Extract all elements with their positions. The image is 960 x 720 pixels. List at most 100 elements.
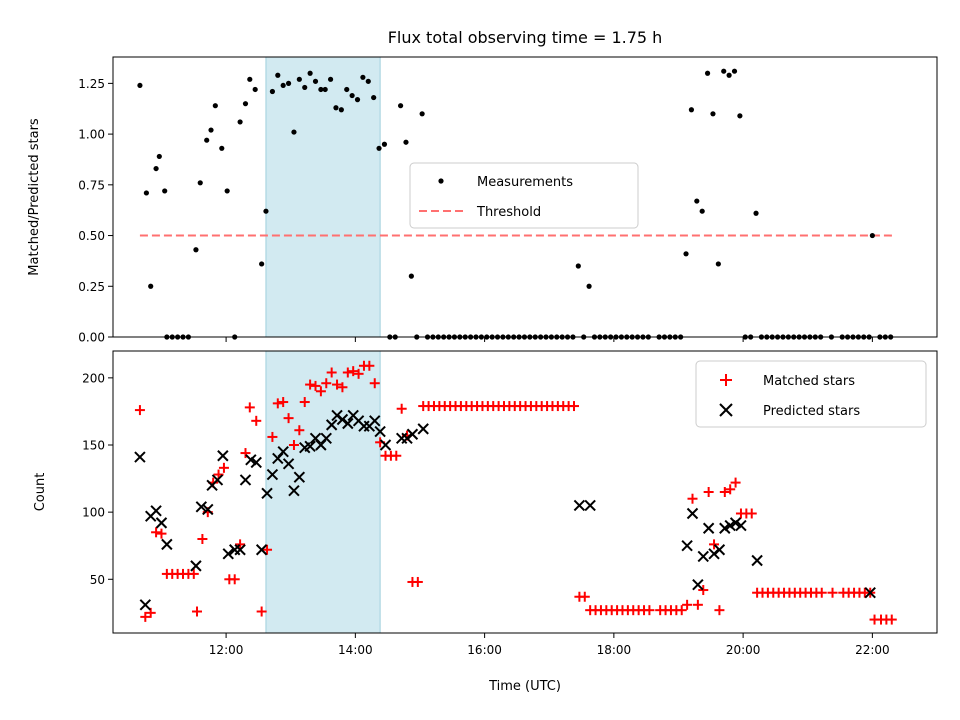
x-tick-label: 14:00 — [338, 643, 373, 657]
measurement-point — [275, 72, 281, 78]
matched-star-point — [218, 462, 229, 473]
bottom-legend: Matched stars Predicted stars — [695, 360, 927, 428]
predicted-star-point — [369, 415, 381, 427]
measurement-point — [259, 261, 265, 267]
predicted-marker-b — [304, 440, 316, 453]
measurement-point — [731, 68, 738, 74]
measurement-point — [156, 153, 162, 160]
legend-predicted-marker — [719, 403, 733, 417]
measurement-point — [710, 111, 716, 117]
predicted-marker-b — [309, 432, 322, 444]
predicted-marker-b — [155, 517, 168, 529]
predicted-marker-b — [293, 471, 306, 483]
chart-title: Flux total observing time = 1.75 h — [388, 28, 663, 47]
matched-star-point — [321, 378, 332, 389]
measurement-point — [381, 141, 388, 147]
predicted-star-point — [751, 554, 763, 567]
predicted-star-point — [374, 425, 386, 438]
legend-matched-label: Matched stars — [763, 374, 855, 389]
top-plot-frame — [112, 56, 938, 338]
predicted-star-point — [202, 503, 214, 516]
matched-star-point — [579, 591, 590, 602]
measurement-point — [208, 127, 214, 133]
measurement-point — [338, 107, 344, 113]
matched-star-point — [569, 401, 580, 412]
measurement-point — [302, 84, 308, 91]
predicted-star-point — [735, 519, 747, 532]
predicted-star-point — [379, 439, 392, 451]
predicted-marker-b — [751, 554, 763, 567]
top-panel: 0.00 0.25 0.50 0.75 1.00 1.25 Matched/Predict… — [27, 56, 938, 345]
predicted-marker-b — [239, 474, 252, 486]
measurement-point — [371, 94, 377, 101]
matched-star-point — [267, 431, 278, 442]
measurement-point — [296, 76, 302, 82]
predicted-marker-b — [735, 519, 747, 532]
measurement-point — [291, 129, 297, 135]
predicted-star-point — [155, 517, 168, 529]
predicted-marker-b — [320, 432, 332, 444]
predicted-star-point — [686, 507, 699, 520]
measurement-point — [376, 145, 382, 151]
predicted-star-point — [239, 474, 252, 486]
matched-star-point — [326, 367, 337, 378]
predicted-marker-b — [584, 499, 596, 512]
top-highlight-span — [265, 56, 381, 338]
measurement-point — [715, 261, 721, 267]
matched-star-point — [644, 605, 655, 616]
measurement-point — [224, 188, 230, 194]
predicted-marker-b — [139, 599, 152, 611]
legend-measurements-marker — [438, 178, 444, 184]
predicted-marker-b — [250, 456, 262, 469]
matched-star-point — [692, 599, 703, 610]
measurement-point — [242, 101, 249, 107]
predicted-marker-b — [729, 517, 742, 529]
matched-star-point — [676, 605, 687, 616]
predicted-star-point — [282, 458, 295, 470]
measurement-point — [721, 68, 727, 74]
predicted-star-point — [161, 538, 173, 551]
measurement-point — [204, 137, 210, 143]
measurement-point — [312, 78, 319, 84]
matched-star-point — [145, 607, 156, 618]
y-tick-label: 50 — [90, 573, 105, 587]
matched-star-point — [315, 386, 326, 397]
predicted-star-point — [681, 540, 693, 552]
bottom-plot-frame — [112, 350, 938, 634]
measurement-point — [365, 78, 371, 84]
predicted-marker-b — [190, 560, 202, 572]
top-y-ticks: 0.00 0.25 0.50 0.75 1.00 1.25 — [78, 77, 113, 345]
predicted-star-point — [139, 599, 152, 611]
measurement-point — [318, 86, 324, 93]
measurement-point — [586, 283, 592, 289]
measurement-point — [269, 88, 276, 95]
measurement-point — [237, 119, 243, 125]
measurement-point — [419, 111, 425, 117]
predicted-marker-b — [379, 439, 392, 451]
predicted-star-point — [255, 544, 268, 556]
matched-star-point — [197, 534, 208, 544]
predicted-marker-b — [282, 458, 295, 470]
predicted-marker-b — [217, 450, 229, 462]
matched-star-point — [746, 508, 757, 519]
predicted-star-point — [195, 501, 208, 513]
bottom-y-ticks: 50 100 150 200 — [82, 371, 113, 587]
predicted-star-point — [697, 550, 709, 563]
top-x-ticks — [225, 337, 873, 342]
predicted-marker-b — [150, 505, 162, 517]
predicted-star-point — [288, 484, 300, 497]
measurement-point — [143, 190, 149, 196]
predicted-marker-b — [134, 451, 146, 463]
predicted-marker-b — [277, 446, 289, 458]
predicted-star-point — [584, 499, 596, 512]
y-tick-label: 150 — [82, 439, 105, 453]
measurement-point — [349, 92, 355, 99]
predicted-star-point — [266, 468, 279, 481]
predicted-star-point — [150, 505, 162, 517]
matched-star-point — [299, 397, 310, 408]
y-tick-label: 200 — [82, 371, 105, 385]
predicted-star-point — [217, 450, 229, 462]
matched-star-point — [703, 487, 714, 497]
y-tick-label: 1.25 — [78, 77, 105, 91]
